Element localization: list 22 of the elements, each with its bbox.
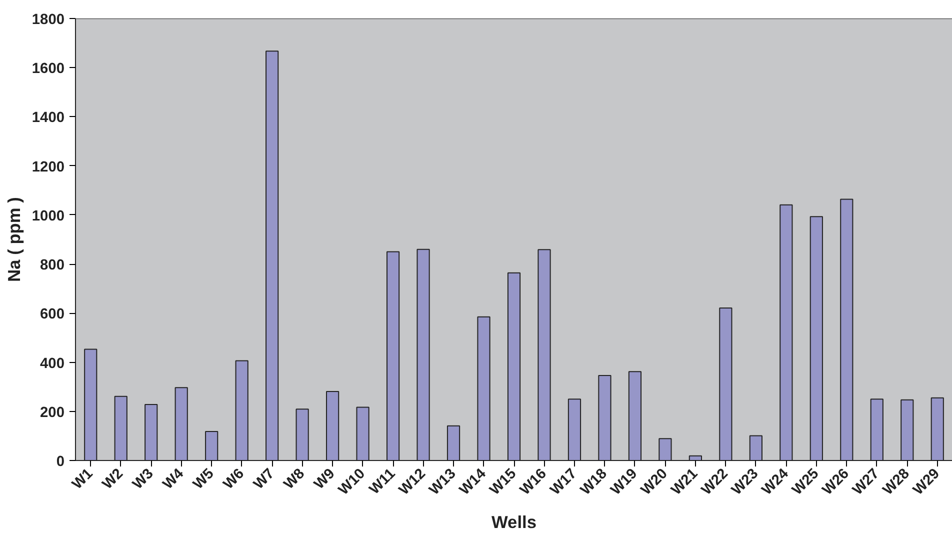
- y-tick-label: 1000: [32, 208, 65, 224]
- x-tick-label: W7: [250, 466, 278, 493]
- x-tick-label: W4: [160, 465, 188, 493]
- y-tick-label: 400: [40, 356, 65, 372]
- x-axis-title: Wells: [492, 512, 536, 532]
- y-tick-label: 800: [40, 258, 65, 274]
- x-tick-label: W5: [190, 466, 218, 493]
- x-tick-label: W9: [311, 466, 338, 493]
- y-tick-label: 0: [56, 454, 65, 470]
- x-tick-label: W3: [130, 466, 157, 493]
- y-tick-label: 600: [40, 306, 65, 323]
- x-tick-label: W11: [366, 466, 399, 498]
- y-tick-label: 1800: [32, 12, 65, 28]
- y-tick-label: 200: [40, 404, 65, 421]
- x-tick-label: W1: [69, 466, 96, 493]
- x-tick-label: W2: [100, 466, 127, 493]
- y-tick-label: 1600: [32, 61, 65, 78]
- x-tick-label: W8: [281, 466, 308, 493]
- x-tick-label: W6: [220, 466, 248, 493]
- y-tick-label: 1200: [32, 159, 65, 176]
- y-axis-title: Na ( ppm ): [4, 197, 24, 282]
- y-tick-label: 1400: [32, 110, 65, 126]
